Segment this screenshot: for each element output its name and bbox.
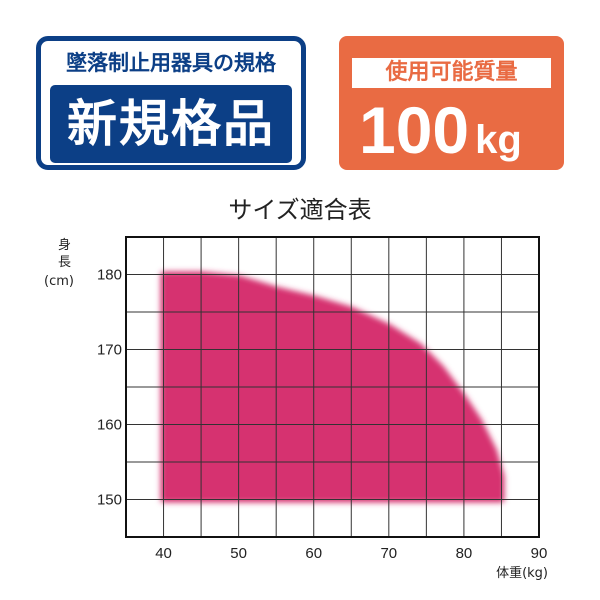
xlabel: 体重(kg) — [496, 565, 548, 581]
y-tick-label: 180 — [97, 267, 122, 284]
x-tick-label: 90 — [531, 545, 548, 562]
ylabel-line1: 身 — [58, 237, 71, 253]
capacity-subtitle: 使用可能質量 — [352, 58, 551, 88]
capacity-number: 100 — [359, 93, 470, 167]
x-tick-label: 60 — [305, 545, 322, 562]
y-tick-label: 150 — [97, 492, 122, 509]
standard-subtitle: 墜落制止用器具の規格 — [66, 51, 276, 75]
standard-label: 新規格品 — [50, 85, 292, 163]
capacity-unit: kg — [475, 118, 522, 162]
x-tick-label: 50 — [230, 545, 247, 562]
x-tick-label: 40 — [155, 545, 172, 562]
plot-frame — [125, 236, 540, 538]
x-tick-label: 80 — [456, 545, 473, 562]
capacity-badge: 使用可能質量 100 kg — [339, 36, 564, 170]
chart-title: サイズ適合表 — [228, 196, 372, 224]
ylabel-unit: (cm) — [44, 274, 74, 289]
capacity-value: 100 kg — [359, 92, 522, 168]
ylabel-line2: 長 — [58, 255, 71, 270]
x-tick-label: 70 — [380, 545, 397, 562]
new-standard-badge: 墜落制止用器具の規格 新規格品 — [36, 36, 306, 170]
y-tick-label: 170 — [97, 342, 122, 359]
y-tick-label: 160 — [97, 417, 122, 434]
